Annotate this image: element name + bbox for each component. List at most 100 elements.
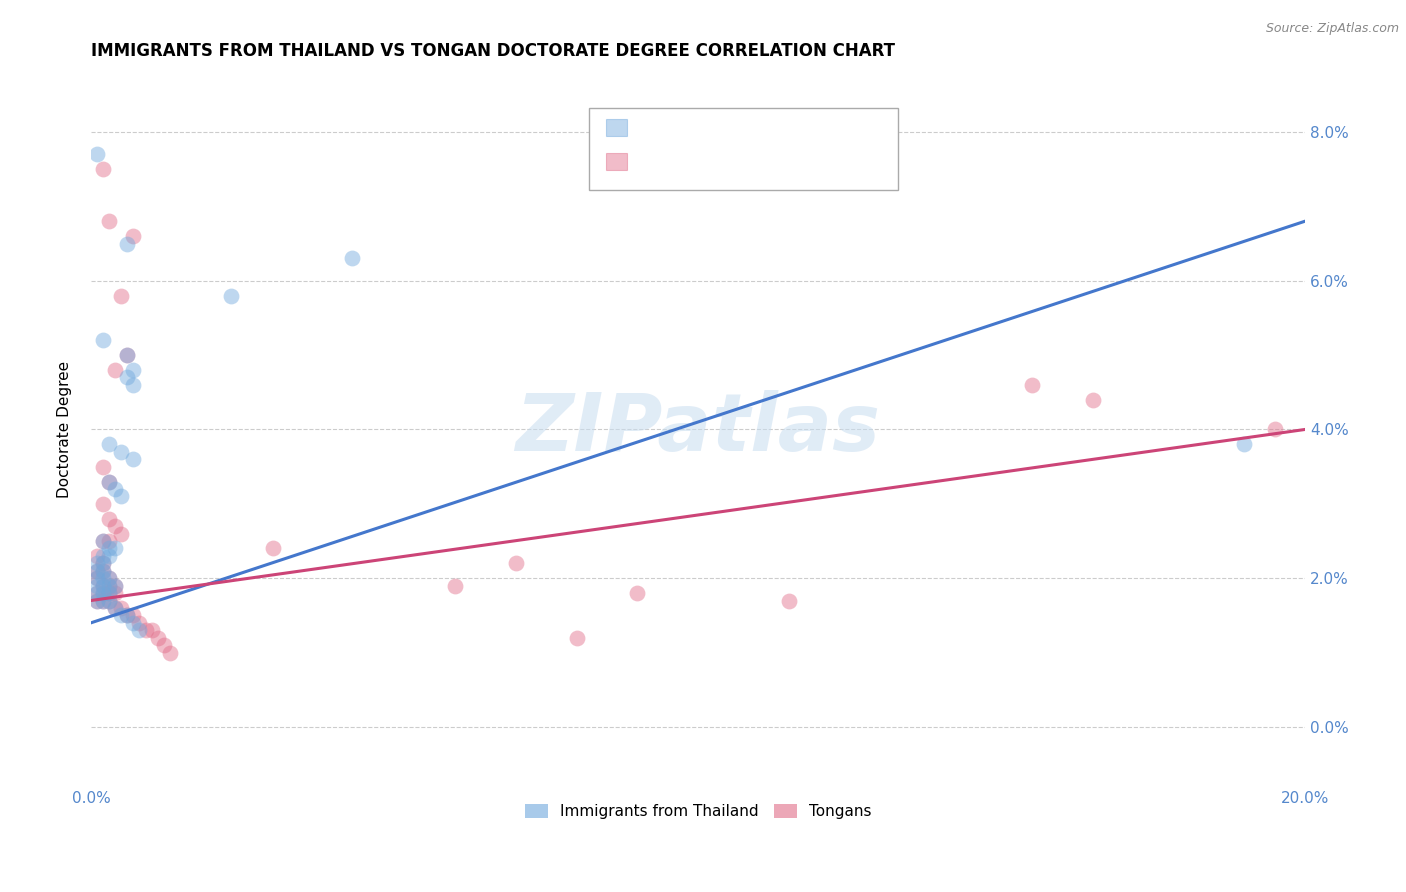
Point: [128, 624, 150, 638]
Point: [128, 615, 150, 630]
Point: [122, 363, 145, 377]
Point: [91, 459, 114, 474]
Point: [159, 646, 181, 660]
Point: [1081, 392, 1104, 407]
Point: [86, 549, 108, 563]
Point: [104, 586, 127, 600]
Point: [91, 333, 114, 347]
Point: [91, 549, 114, 563]
Point: [104, 541, 127, 556]
Point: [98, 437, 121, 451]
Point: [122, 615, 145, 630]
Point: [98, 593, 121, 607]
FancyBboxPatch shape: [606, 153, 627, 170]
Point: [91, 564, 114, 578]
Text: R = 0.256: R = 0.256: [645, 154, 723, 169]
Point: [98, 571, 121, 585]
FancyBboxPatch shape: [606, 119, 627, 136]
Point: [110, 608, 132, 623]
Point: [86, 571, 108, 585]
Point: [86, 147, 108, 161]
Point: [122, 608, 145, 623]
Point: [1264, 422, 1286, 436]
Point: [778, 593, 800, 607]
Point: [104, 601, 127, 615]
Point: [122, 452, 145, 467]
Point: [91, 579, 114, 593]
Point: [110, 489, 132, 503]
Point: [86, 564, 108, 578]
Point: [86, 557, 108, 571]
Point: [110, 444, 132, 458]
Point: [91, 579, 114, 593]
Point: [110, 601, 132, 615]
Point: [91, 534, 114, 549]
Point: [104, 482, 127, 496]
Point: [104, 519, 127, 533]
FancyBboxPatch shape: [589, 108, 898, 190]
Text: Source: ZipAtlas.com: Source: ZipAtlas.com: [1265, 22, 1399, 36]
Point: [98, 549, 121, 563]
Point: [626, 586, 648, 600]
Point: [1021, 377, 1043, 392]
Point: [152, 638, 174, 652]
Point: [117, 348, 139, 362]
Point: [91, 162, 114, 177]
Point: [505, 557, 527, 571]
Point: [91, 564, 114, 578]
Point: [98, 579, 121, 593]
Point: [98, 541, 121, 556]
Point: [117, 608, 139, 623]
Point: [219, 288, 242, 302]
Point: [91, 534, 114, 549]
Point: [91, 571, 114, 585]
Text: N = 49: N = 49: [783, 154, 837, 169]
Point: [91, 593, 114, 607]
Point: [91, 593, 114, 607]
Point: [86, 571, 108, 585]
Point: [86, 579, 108, 593]
Point: [91, 557, 114, 571]
Point: [122, 229, 145, 244]
Point: [98, 475, 121, 489]
Point: [86, 593, 108, 607]
Point: [98, 475, 121, 489]
Point: [86, 586, 108, 600]
Point: [141, 624, 163, 638]
Point: [98, 593, 121, 607]
Point: [91, 497, 114, 511]
Point: [86, 564, 108, 578]
Point: [110, 288, 132, 302]
Point: [91, 557, 114, 571]
Text: R = 0.474: R = 0.474: [645, 120, 723, 135]
Point: [117, 370, 139, 384]
Point: [86, 593, 108, 607]
Text: IMMIGRANTS FROM THAILAND VS TONGAN DOCTORATE DEGREE CORRELATION CHART: IMMIGRANTS FROM THAILAND VS TONGAN DOCTO…: [91, 42, 896, 60]
Point: [135, 624, 157, 638]
Point: [104, 363, 127, 377]
Point: [110, 526, 132, 541]
Point: [444, 579, 467, 593]
Point: [117, 608, 139, 623]
Point: [98, 512, 121, 526]
Point: [98, 586, 121, 600]
Y-axis label: Doctorate Degree: Doctorate Degree: [58, 361, 72, 498]
Point: [98, 214, 121, 228]
Point: [98, 579, 121, 593]
Point: [98, 571, 121, 585]
Point: [104, 579, 127, 593]
Point: [122, 377, 145, 392]
Point: [91, 586, 114, 600]
Point: [104, 579, 127, 593]
Legend: Immigrants from Thailand, Tongans: Immigrants from Thailand, Tongans: [519, 798, 877, 825]
Point: [565, 631, 588, 645]
Point: [146, 631, 169, 645]
Point: [117, 348, 139, 362]
Text: ZIPatlas: ZIPatlas: [516, 391, 880, 468]
Point: [104, 601, 127, 615]
Point: [98, 586, 121, 600]
Point: [340, 252, 363, 266]
Point: [117, 236, 139, 251]
Point: [1233, 437, 1256, 451]
Text: N = 43: N = 43: [783, 120, 837, 135]
